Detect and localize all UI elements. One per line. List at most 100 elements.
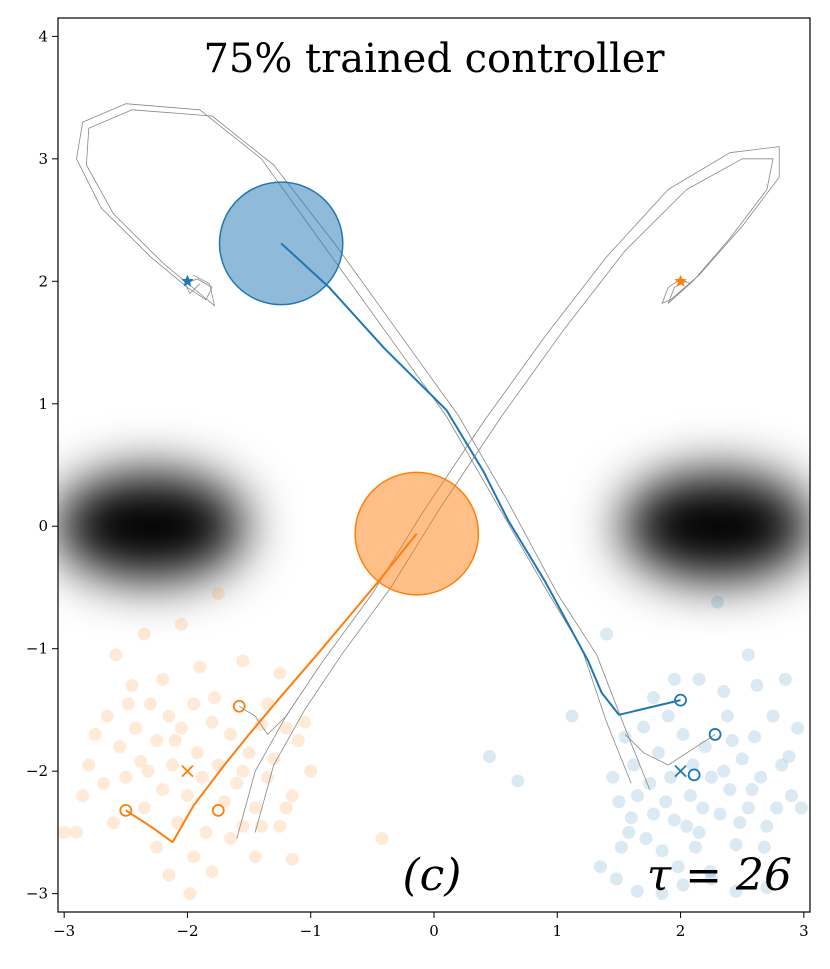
obstacle-layer	[58, 472, 810, 580]
blue-scatter-point	[627, 758, 641, 772]
blue-goal-star	[181, 274, 194, 287]
orange-scatter-point	[267, 752, 281, 766]
orange-scatter-point	[143, 697, 157, 711]
blue-scatter-point	[729, 884, 743, 898]
trajectory-layer	[125, 242, 681, 844]
blue-scatter-point	[482, 749, 496, 763]
orange-scatter-point	[291, 734, 305, 748]
blue-scatter-point	[778, 672, 792, 686]
blue-scatter-point	[511, 774, 525, 788]
blue-scatter-point	[618, 730, 632, 744]
x-tick-label: 1	[553, 922, 563, 940]
x-tick-label: 0	[429, 922, 439, 940]
orange-scatter-point	[97, 776, 111, 790]
orange-scatter-point	[183, 887, 197, 901]
reference-path	[86, 109, 651, 790]
blue-scatter-point	[770, 801, 784, 815]
orange-scatter-point	[119, 770, 133, 784]
blue-scatter-point	[729, 838, 743, 852]
x-tick-label: 2	[676, 922, 686, 940]
blue-scatter-point	[686, 758, 700, 772]
blue-scatter-point	[791, 721, 805, 735]
blue-scatter-point	[651, 746, 665, 760]
orange-scatter-point	[304, 764, 318, 778]
scatter-layer	[58, 587, 808, 901]
blue-scatter-point	[646, 691, 660, 705]
blue-scatter-point	[593, 860, 607, 874]
orange-scatter-point	[273, 819, 287, 833]
orange-scatter-point	[156, 672, 170, 686]
orange-scatter-point	[375, 832, 389, 846]
blue-scatter-point	[630, 884, 644, 898]
blue-scatter-point	[661, 709, 675, 723]
reference-path-layer	[76, 103, 780, 839]
blue-scatter-point	[680, 819, 694, 833]
blue-scatter-point	[667, 813, 681, 827]
orange-scatter-point	[208, 691, 222, 705]
y-tick-label: −3	[26, 885, 48, 903]
blue-scatter-point	[745, 783, 759, 797]
orange-scatter-point	[211, 587, 225, 601]
orange-scatter-point	[236, 819, 250, 833]
blue-scatter-point	[750, 678, 764, 692]
orange-scatter-point	[58, 825, 71, 839]
orange-scatter-point	[162, 868, 176, 882]
orange-scatter-point	[69, 825, 83, 839]
orange-trajectory	[125, 532, 418, 844]
blue-scatter-point	[637, 720, 651, 734]
y-tick-label: 2	[38, 272, 48, 290]
orange-scatter-point	[106, 816, 120, 830]
blue-scatter-point	[688, 840, 702, 854]
reference-path	[76, 103, 632, 784]
blue-scatter-point	[639, 832, 653, 846]
blue-scatter-point	[696, 801, 710, 815]
orange-start-sample-marker	[119, 803, 133, 817]
orange-scatter-point	[273, 666, 287, 680]
y-tick-label: 0	[38, 517, 48, 535]
blue-scatter-point	[646, 807, 660, 821]
orange-scatter-point	[180, 789, 194, 803]
orange-goal-star	[674, 274, 687, 287]
reference-path	[254, 158, 774, 833]
blue-scatter-point	[609, 872, 623, 886]
orange-scatter-point	[174, 617, 188, 631]
blue-scatter-point	[703, 865, 717, 879]
orange-scatter-point	[76, 789, 90, 803]
left-obstacle	[58, 472, 246, 580]
orange-scatter-point	[248, 850, 262, 864]
blue-scatter-point	[717, 685, 731, 699]
orange-scatter-point	[248, 801, 262, 815]
orange-scatter-point	[279, 801, 293, 815]
x-axis: −3 −2 −1 0 1 2 3	[53, 912, 809, 940]
orange-scatter-point	[125, 678, 139, 692]
blue-scatter-point	[766, 709, 780, 723]
orange-start-sample-marker	[211, 803, 225, 817]
orange-scatter-point	[137, 627, 151, 641]
x-tick-label: −2	[176, 922, 198, 940]
orange-scatter-point	[168, 734, 182, 748]
orange-scatter-point	[100, 709, 114, 723]
orange-scatter-point	[217, 795, 231, 809]
blue-scatter-point	[630, 789, 644, 803]
blue-scatter-point	[741, 648, 755, 662]
orange-scatter-point	[121, 697, 135, 711]
orange-scatter-point	[224, 832, 238, 846]
orange-scatter-point	[230, 776, 244, 790]
blue-scatter-point	[624, 811, 638, 825]
blue-scatter-point	[717, 764, 731, 778]
orange-scatter-point	[166, 758, 180, 772]
orange-scatter-point	[298, 715, 312, 729]
blue-scatter-point	[735, 752, 749, 766]
blue-scatter-point	[748, 730, 762, 744]
blue-scatter-point	[667, 672, 681, 686]
orange-scatter-point	[261, 770, 275, 784]
orange-scatter-point	[137, 801, 151, 815]
orange-scatter-point	[156, 783, 170, 797]
orange-scatter-point	[205, 865, 219, 879]
orange-scatter-point	[195, 770, 209, 784]
blue-scatter-point	[733, 816, 747, 830]
orange-scatter-point	[224, 727, 238, 741]
blue-scatter-point	[692, 825, 706, 839]
blue-scatter-point	[692, 672, 706, 686]
orange-scatter-point	[190, 746, 204, 760]
